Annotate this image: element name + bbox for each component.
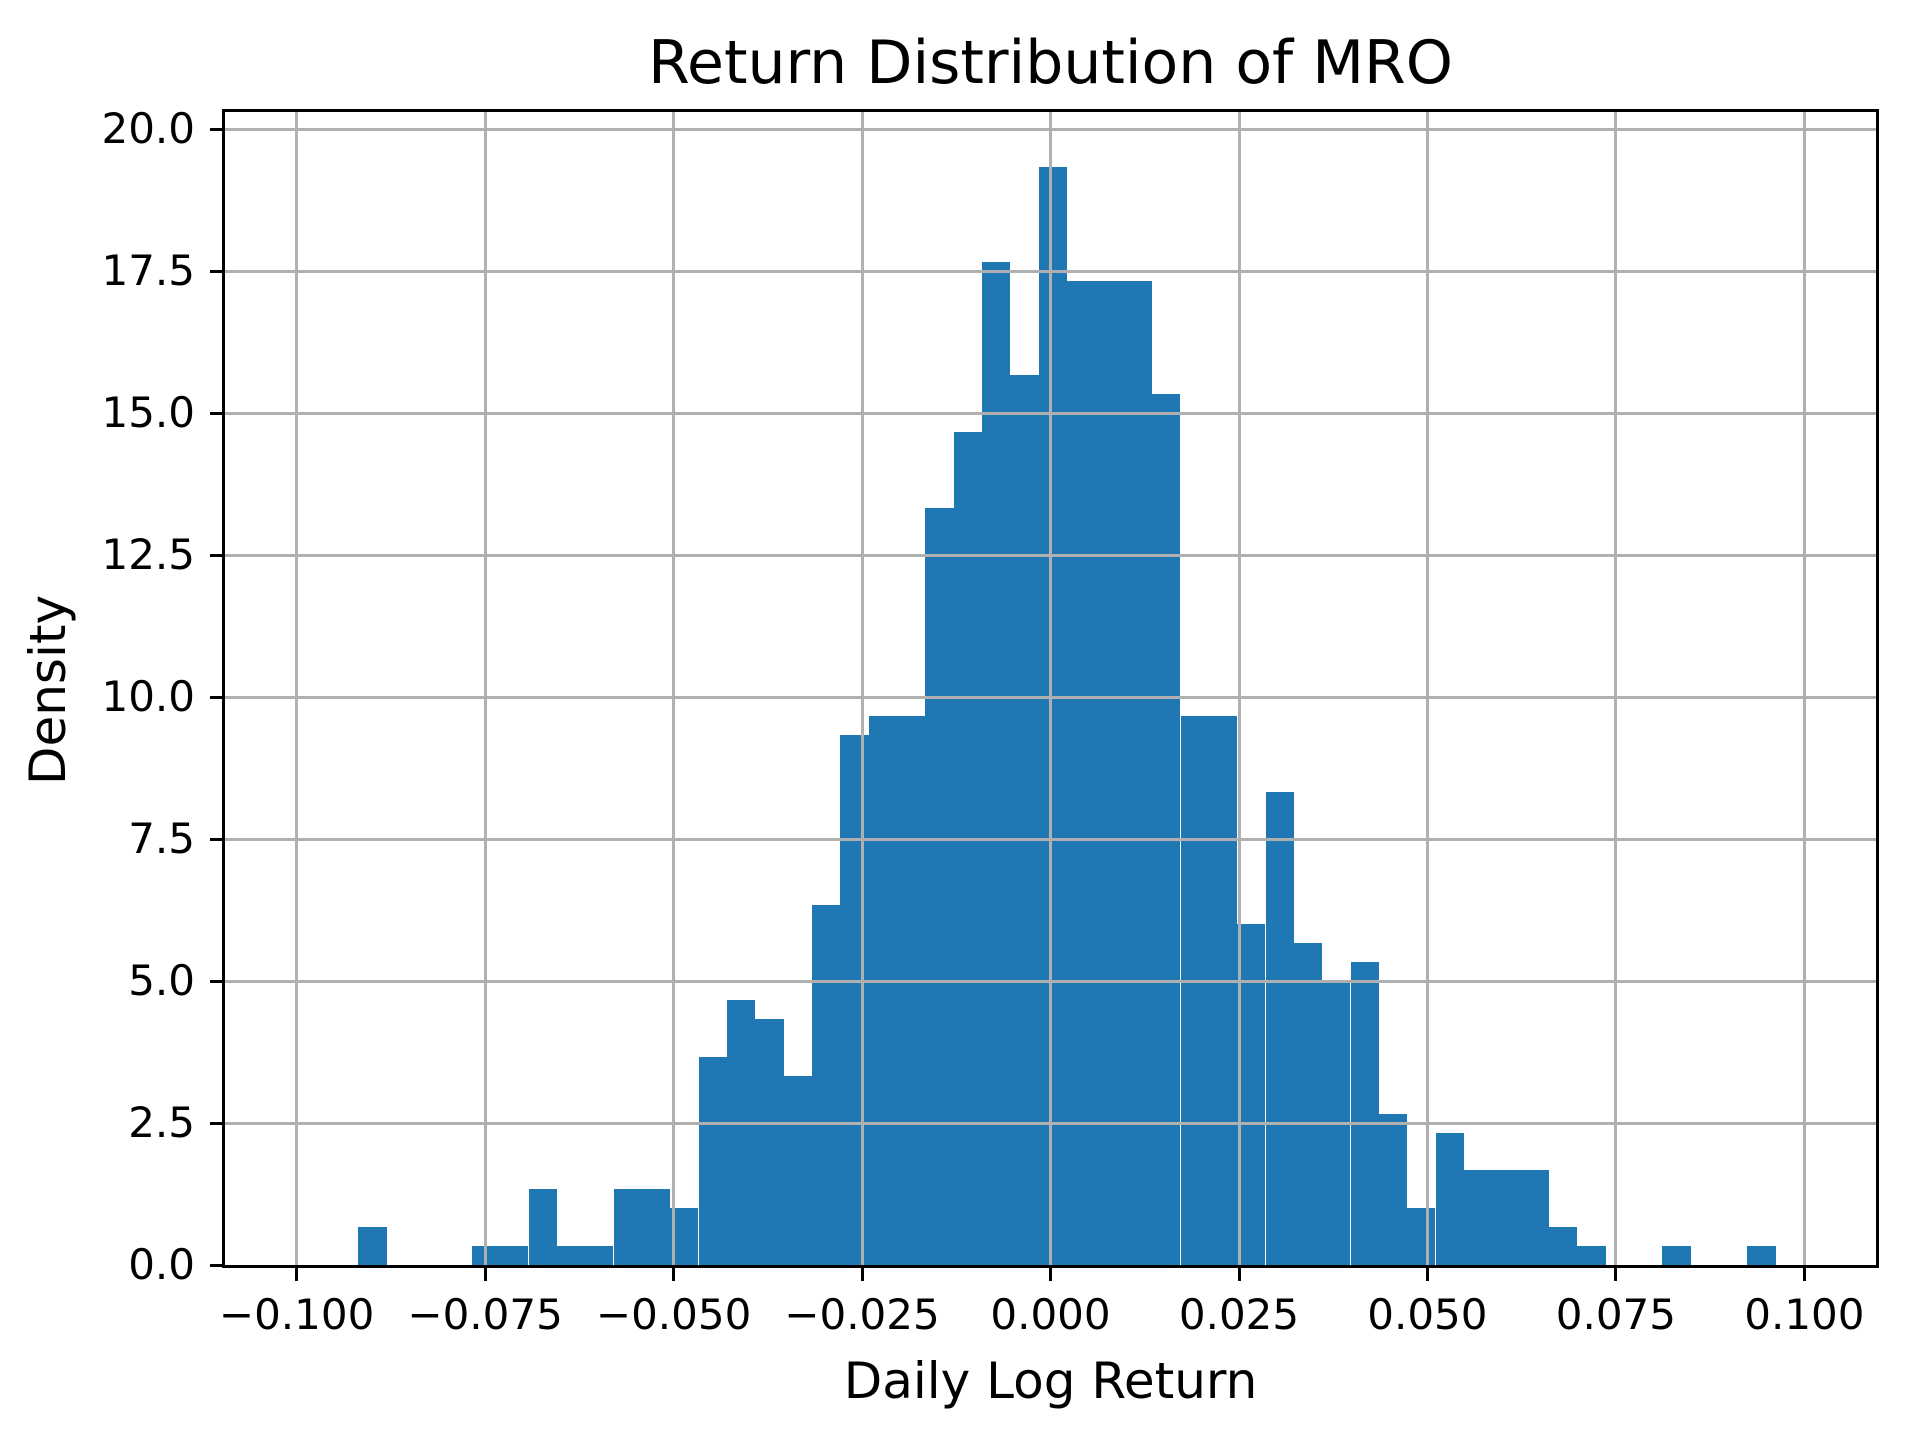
x-tick-mark — [1049, 1266, 1052, 1281]
x-tick-mark — [1802, 1266, 1806, 1281]
histogram-bar — [1463, 1170, 1493, 1265]
y-tick-label: 12.5 — [101, 530, 195, 579]
y-tick-mark — [210, 411, 225, 415]
y-tick-label: 20.0 — [101, 104, 195, 153]
y-tick-label: 0.0 — [128, 1240, 195, 1289]
gridline-vertical — [1049, 112, 1052, 1265]
gridline-horizontal — [225, 553, 1876, 557]
gridline-vertical — [483, 112, 487, 1265]
y-tick-mark — [210, 127, 225, 131]
histogram-bar — [613, 1189, 642, 1265]
histogram-bar — [1152, 394, 1181, 1265]
y-tick-label: 17.5 — [101, 246, 195, 295]
x-tick-mark — [672, 1266, 676, 1281]
gridline-vertical — [1237, 112, 1241, 1265]
gridline-horizontal — [225, 837, 1876, 841]
x-tick-label: 0.000 — [990, 1290, 1111, 1339]
x-tick-mark — [483, 1266, 487, 1281]
histogram-bar — [1208, 715, 1238, 1265]
gridline-horizontal — [225, 1121, 1876, 1125]
gridline-vertical — [295, 112, 299, 1265]
x-tick-mark — [295, 1266, 299, 1281]
histogram-bar — [897, 715, 926, 1265]
y-tick-label: 10.0 — [101, 672, 195, 721]
histogram-bar — [1123, 280, 1153, 1265]
gridline-horizontal — [225, 695, 1876, 699]
x-tick-label: −0.050 — [595, 1290, 752, 1339]
histogram-bar — [783, 1075, 812, 1265]
y-tick-mark — [210, 269, 225, 273]
x-tick-label: −0.075 — [407, 1290, 563, 1339]
histogram-bar — [1577, 1246, 1606, 1265]
gridline-vertical — [1802, 112, 1806, 1265]
histogram-bar — [840, 734, 869, 1265]
histogram-bar — [1350, 962, 1379, 1265]
histogram-bar — [1237, 924, 1266, 1265]
gridline-vertical — [860, 112, 864, 1265]
y-tick-label: 7.5 — [128, 814, 195, 863]
y-axis-label: Density — [19, 594, 77, 786]
gridline-horizontal — [225, 127, 1876, 131]
x-tick-mark — [1614, 1266, 1618, 1281]
histogram-bar — [585, 1246, 614, 1265]
histogram-bar — [1095, 280, 1124, 1265]
x-tick-label: 0.025 — [1178, 1290, 1300, 1339]
x-tick-mark — [860, 1266, 864, 1281]
x-tick-label: 0.075 — [1555, 1290, 1677, 1339]
histogram-bar — [812, 905, 841, 1265]
histogram-bar — [925, 507, 954, 1265]
histogram-bar — [1407, 1208, 1436, 1265]
y-tick-mark — [210, 1121, 225, 1125]
x-tick-mark — [1425, 1266, 1429, 1281]
gridline-horizontal — [225, 269, 1876, 273]
histogram-bar — [1265, 791, 1294, 1265]
histogram-bar — [1492, 1170, 1521, 1265]
histogram-bar — [500, 1246, 529, 1265]
y-tick-mark — [210, 979, 225, 983]
histogram-bar — [1747, 1246, 1776, 1265]
y-tick-mark — [210, 837, 225, 841]
histogram-bar — [528, 1189, 557, 1265]
histogram-bar — [953, 431, 982, 1265]
histogram-bar — [1038, 166, 1067, 1265]
histogram-bar — [1010, 375, 1039, 1265]
histogram-bar — [1549, 1227, 1578, 1265]
gridline-vertical — [1425, 112, 1429, 1265]
histogram-bar — [1520, 1170, 1549, 1265]
y-tick-label: 5.0 — [128, 956, 195, 1005]
x-axis-label: Daily Log Return — [843, 1352, 1258, 1410]
histogram-bar — [1662, 1246, 1691, 1265]
y-tick-label: 2.5 — [128, 1098, 195, 1147]
gridline-vertical — [1614, 112, 1618, 1265]
y-tick-mark — [210, 1263, 225, 1267]
histogram-bar — [698, 1056, 727, 1265]
plot-area — [222, 109, 1879, 1268]
histogram-bar — [726, 999, 756, 1265]
x-tick-label: 0.100 — [1744, 1290, 1865, 1339]
y-tick-mark — [210, 553, 225, 557]
histogram-bar — [1378, 1113, 1408, 1265]
x-tick-label: 0.050 — [1367, 1290, 1488, 1339]
x-tick-label: −0.025 — [784, 1290, 940, 1339]
histogram-bar — [868, 715, 897, 1265]
histogram-bar — [982, 261, 1011, 1265]
gridline-horizontal — [225, 979, 1876, 983]
histogram-bar — [556, 1246, 586, 1265]
x-tick-label: −0.100 — [218, 1290, 375, 1339]
y-tick-label: 15.0 — [101, 388, 195, 437]
chart-title: Return Distribution of MRO — [648, 28, 1453, 98]
gridline-vertical — [672, 112, 676, 1265]
histogram-bar — [755, 1018, 784, 1265]
histogram-bar — [1435, 1132, 1464, 1265]
histogram-bar — [641, 1189, 671, 1265]
y-tick-mark — [210, 695, 225, 699]
gridline-horizontal — [225, 411, 1876, 415]
x-tick-mark — [1237, 1266, 1241, 1281]
histogram-bar — [1067, 280, 1096, 1265]
histogram-bar — [1293, 943, 1323, 1265]
histogram-bar — [1180, 715, 1209, 1265]
histogram-bar — [358, 1227, 387, 1265]
